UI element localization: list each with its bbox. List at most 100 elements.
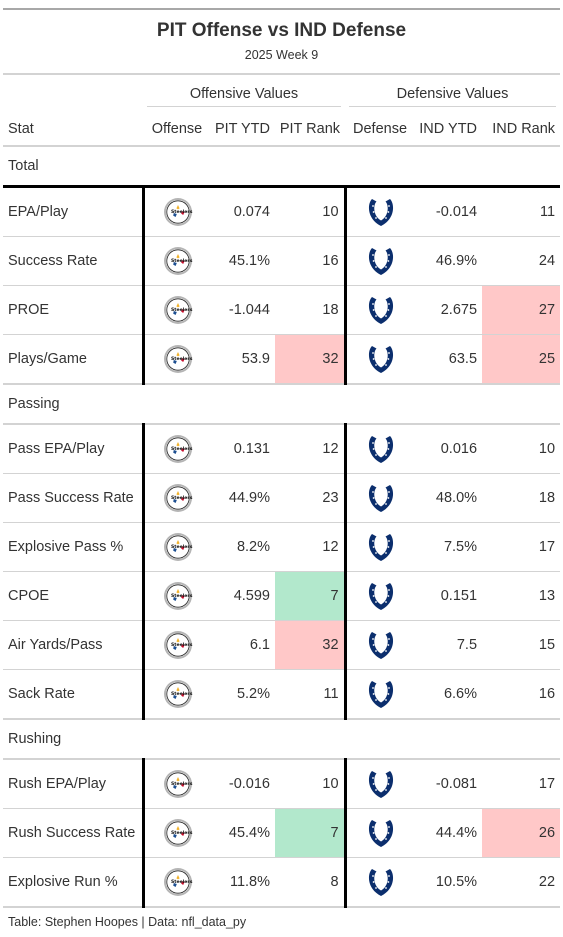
title-divider xyxy=(3,73,560,75)
ind-rank-cell: 18 xyxy=(482,473,561,523)
defense-logo-cell xyxy=(343,808,416,858)
svg-text:Steelers: Steelers xyxy=(171,830,193,836)
defense-logo-cell xyxy=(343,522,416,572)
pit-rank-cell: 7 xyxy=(275,808,346,858)
ind-rank-cell: 13 xyxy=(482,571,561,621)
pit-rank-cell: 32 xyxy=(275,620,346,670)
offense-logo-cell: Steelers xyxy=(143,424,211,474)
pit-ytd-cell: 0.074 xyxy=(211,186,275,237)
stat-name-cell: Explosive Pass % xyxy=(3,522,145,572)
steelers-logo-icon: Steelers xyxy=(163,533,193,561)
col-header-ind-ytd: IND YTD xyxy=(415,113,483,147)
table-row: Explosive Pass % Steelers 8.2% 12 7.5% 17 xyxy=(3,522,561,572)
table-row: CPOE Steelers 4.599 7 0.151 13 xyxy=(3,571,561,621)
ind-rank-cell: 24 xyxy=(482,236,561,286)
pit-rank-cell: 10 xyxy=(275,759,346,809)
ind-ytd-cell: 6.6% xyxy=(415,669,483,720)
ind-rank-cell: 27 xyxy=(482,285,561,335)
stat-name-cell: Sack Rate xyxy=(3,669,145,720)
pit-rank-cell: 10 xyxy=(275,186,346,237)
steelers-logo-icon: Steelers xyxy=(163,435,193,463)
svg-text:Steelers: Steelers xyxy=(171,209,193,215)
stat-name-cell: Air Yards/Pass xyxy=(3,620,145,670)
col-header-stat: Stat xyxy=(3,113,143,147)
steelers-logo-icon: Steelers xyxy=(163,770,192,798)
colts-horseshoe-icon xyxy=(368,632,393,659)
ind-rank-cell: 15 xyxy=(482,620,561,670)
pit-ytd-cell: 11.8% xyxy=(211,857,275,908)
pit-rank-cell: 23 xyxy=(275,473,346,523)
svg-text:Steelers: Steelers xyxy=(171,642,193,648)
offense-logo-cell: Steelers xyxy=(143,473,211,523)
defensive-values-spanner: Defensive Values xyxy=(345,75,560,113)
pit-ytd-cell: 53.9 xyxy=(211,334,275,385)
steelers-logo-icon: Steelers xyxy=(163,868,192,896)
colts-horseshoe-icon xyxy=(368,248,393,275)
pit-rank-cell: 18 xyxy=(275,285,346,335)
ind-ytd-cell: 44.4% xyxy=(415,808,483,858)
steelers-logo-icon: Steelers xyxy=(163,247,193,275)
svg-text:Steelers: Steelers xyxy=(171,446,193,452)
pit-rank-cell: 16 xyxy=(275,236,346,286)
defense-logo-cell xyxy=(343,424,416,474)
ind-rank-cell: 16 xyxy=(482,669,561,720)
pit-ytd-cell: 5.2% xyxy=(211,669,275,720)
ind-ytd-cell: 7.5% xyxy=(415,522,483,572)
stat-name-cell: Plays/Game xyxy=(3,334,145,385)
pit-rank-cell: 12 xyxy=(275,522,346,572)
top-rule xyxy=(3,8,560,10)
table-title: PIT Offense vs IND Defense xyxy=(156,20,407,41)
table-row: Air Yards/Pass Steelers 6.1 32 7.5 15 xyxy=(3,620,561,670)
ind-rank-cell: 25 xyxy=(482,334,561,385)
offense-logo-cell: Steelers xyxy=(143,669,211,720)
stat-name-cell: Explosive Run % xyxy=(3,857,145,908)
defensive-values-label: Defensive Values xyxy=(349,86,557,107)
pit-rank-cell: 7 xyxy=(275,571,346,621)
steelers-logo-icon: Steelers xyxy=(163,582,192,610)
offense-logo-cell: Steelers xyxy=(143,620,211,670)
stats-table: Offensive Values Defensive Values Stat O… xyxy=(3,75,561,908)
offense-logo-cell: Steelers xyxy=(143,571,211,621)
pit-rank-cell: 11 xyxy=(275,669,346,720)
pit-ytd-cell: 45.1% xyxy=(211,236,275,286)
defense-logo-cell xyxy=(343,473,416,523)
steelers-logo-icon: Steelers xyxy=(163,198,193,226)
colts-horseshoe-icon xyxy=(368,869,393,896)
stat-name-cell: Rush EPA/Play xyxy=(3,759,145,809)
ind-rank-cell: 22 xyxy=(482,857,561,908)
spanner-row: Offensive Values Defensive Values xyxy=(3,75,560,113)
offensive-values-label: Offensive Values xyxy=(147,86,342,107)
colts-horseshoe-icon xyxy=(368,297,393,324)
pit-ytd-cell: -0.016 xyxy=(211,759,275,809)
colts-horseshoe-icon xyxy=(368,583,393,610)
table-row: Plays/Game Steelers 53.9 32 63.5 25 xyxy=(3,334,561,385)
ind-ytd-cell: 2.675 xyxy=(415,285,483,335)
group-row-total: Total xyxy=(3,146,561,188)
stat-name-cell: PROE xyxy=(3,285,145,335)
pit-ytd-cell: 6.1 xyxy=(211,620,275,670)
offense-logo-cell: Steelers xyxy=(143,285,211,335)
group-label: Passing xyxy=(3,384,561,425)
table-row: Sack Rate Steelers 5.2% 11 6.6% 16 xyxy=(3,669,561,720)
svg-text:Steelers: Steelers xyxy=(171,544,193,550)
stat-name-cell: Success Rate xyxy=(3,236,145,286)
pit-rank-cell: 8 xyxy=(275,857,346,908)
pit-ytd-cell: 8.2% xyxy=(211,522,275,572)
offense-logo-cell: Steelers xyxy=(143,334,211,385)
ind-ytd-cell: 10.5% xyxy=(415,857,483,908)
pit-ytd-cell: 4.599 xyxy=(211,571,275,621)
pit-rank-cell: 32 xyxy=(275,334,346,385)
svg-text:Steelers: Steelers xyxy=(171,258,193,264)
pit-ytd-cell: 45.4% xyxy=(211,808,275,858)
steelers-logo-icon: Steelers xyxy=(163,484,192,512)
group-row-rushing: Rushing xyxy=(3,719,561,760)
offense-logo-cell: Steelers xyxy=(143,522,211,572)
table-row: Rush EPA/Play Steelers -0.016 10 -0.081 17 xyxy=(3,759,561,809)
offensive-values-spanner: Offensive Values xyxy=(143,75,345,113)
steelers-logo-icon: Steelers xyxy=(163,345,192,373)
ind-ytd-cell: 0.151 xyxy=(415,571,483,621)
stats-table-card: PIT Offense vs IND Defense 2025 Week 9 O… xyxy=(3,8,561,936)
table-row: Pass Success Rate Steelers 44.9% 23 48.0%… xyxy=(3,473,561,523)
offense-logo-cell: Steelers xyxy=(143,759,211,809)
ind-ytd-cell: -0.081 xyxy=(415,759,483,809)
